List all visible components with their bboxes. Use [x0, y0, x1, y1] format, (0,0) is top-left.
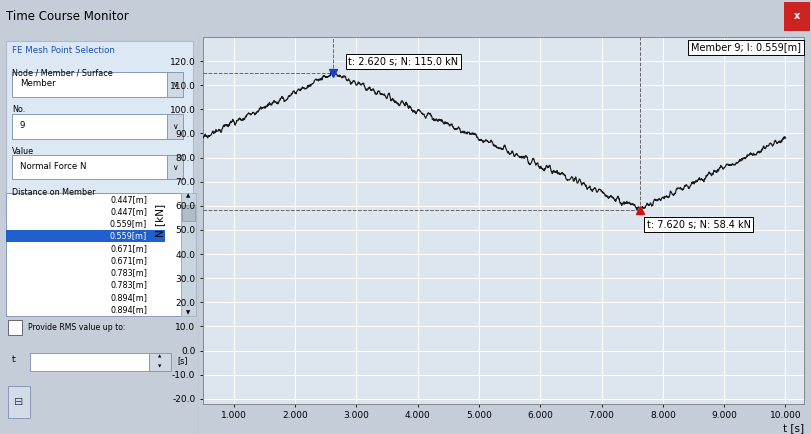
FancyBboxPatch shape — [167, 72, 182, 97]
Text: Normal Force N: Normal Force N — [19, 162, 86, 171]
FancyBboxPatch shape — [181, 193, 195, 316]
Text: x: x — [793, 11, 799, 21]
Text: ▼: ▼ — [186, 310, 191, 315]
FancyBboxPatch shape — [167, 155, 182, 180]
Text: 9: 9 — [19, 121, 25, 130]
Text: [s]: [s] — [177, 356, 187, 365]
Text: t: 7.620 s; N: 58.4 kN: t: 7.620 s; N: 58.4 kN — [646, 220, 750, 230]
Text: 0.671[m]: 0.671[m] — [110, 244, 147, 253]
FancyBboxPatch shape — [8, 320, 22, 335]
Text: 0.447[m]: 0.447[m] — [110, 195, 147, 204]
Text: 0.894[m]: 0.894[m] — [110, 305, 147, 314]
Text: FE Mesh Point Selection: FE Mesh Point Selection — [12, 46, 114, 55]
Text: t:: t: — [12, 355, 18, 364]
FancyBboxPatch shape — [8, 386, 30, 418]
Text: ▲: ▲ — [186, 194, 191, 198]
FancyBboxPatch shape — [6, 230, 165, 242]
Text: ▼: ▼ — [158, 365, 161, 368]
Text: ▲: ▲ — [158, 355, 161, 358]
Text: 0.671[m]: 0.671[m] — [110, 256, 147, 265]
Text: 0.894[m]: 0.894[m] — [110, 293, 147, 302]
Text: t [s]: t [s] — [782, 423, 803, 433]
Text: ⊟: ⊟ — [15, 397, 24, 407]
Text: t: 2.620 s; N: 115.0 kN: t: 2.620 s; N: 115.0 kN — [348, 56, 458, 67]
FancyBboxPatch shape — [12, 155, 182, 180]
Text: Provide RMS value up to:: Provide RMS value up to: — [28, 323, 125, 332]
FancyBboxPatch shape — [30, 352, 149, 371]
FancyBboxPatch shape — [182, 205, 195, 221]
Y-axis label: N [kN]: N [kN] — [155, 204, 165, 237]
Text: 0.783[m]: 0.783[m] — [110, 268, 147, 277]
Text: Node / Member / Surface: Node / Member / Surface — [12, 69, 113, 78]
Text: Value: Value — [12, 147, 34, 155]
Text: 0.559[m]: 0.559[m] — [109, 231, 147, 240]
FancyBboxPatch shape — [149, 352, 171, 371]
FancyBboxPatch shape — [783, 2, 809, 31]
FancyBboxPatch shape — [167, 114, 182, 138]
FancyBboxPatch shape — [12, 72, 182, 97]
Text: No.: No. — [12, 105, 25, 114]
Text: Time Course Monitor: Time Course Monitor — [6, 10, 129, 23]
Text: ∨: ∨ — [172, 163, 178, 171]
Text: Distance on Member: Distance on Member — [12, 187, 96, 197]
FancyBboxPatch shape — [6, 193, 181, 316]
Text: Member: Member — [19, 79, 55, 89]
FancyBboxPatch shape — [12, 114, 182, 138]
Text: ∨: ∨ — [172, 122, 178, 131]
Text: Member 9; l: 0.559[m]: Member 9; l: 0.559[m] — [690, 43, 800, 53]
Text: 0.783[m]: 0.783[m] — [110, 280, 147, 289]
Text: ∨: ∨ — [172, 80, 178, 89]
Text: 0.447[m]: 0.447[m] — [110, 207, 147, 216]
Text: 0.559[m]: 0.559[m] — [109, 219, 147, 228]
FancyBboxPatch shape — [6, 40, 193, 217]
